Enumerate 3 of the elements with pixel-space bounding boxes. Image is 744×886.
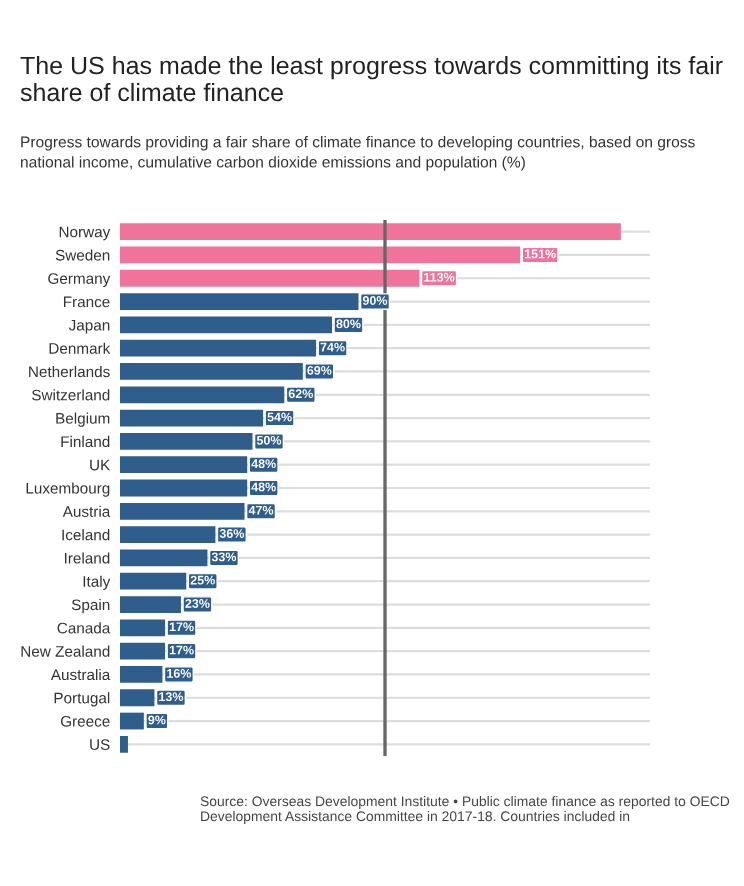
bar — [120, 223, 621, 241]
chart-title: The US has made the least progress towards committing its fair share of climate finance — [20, 56, 723, 102]
bar — [120, 735, 128, 753]
